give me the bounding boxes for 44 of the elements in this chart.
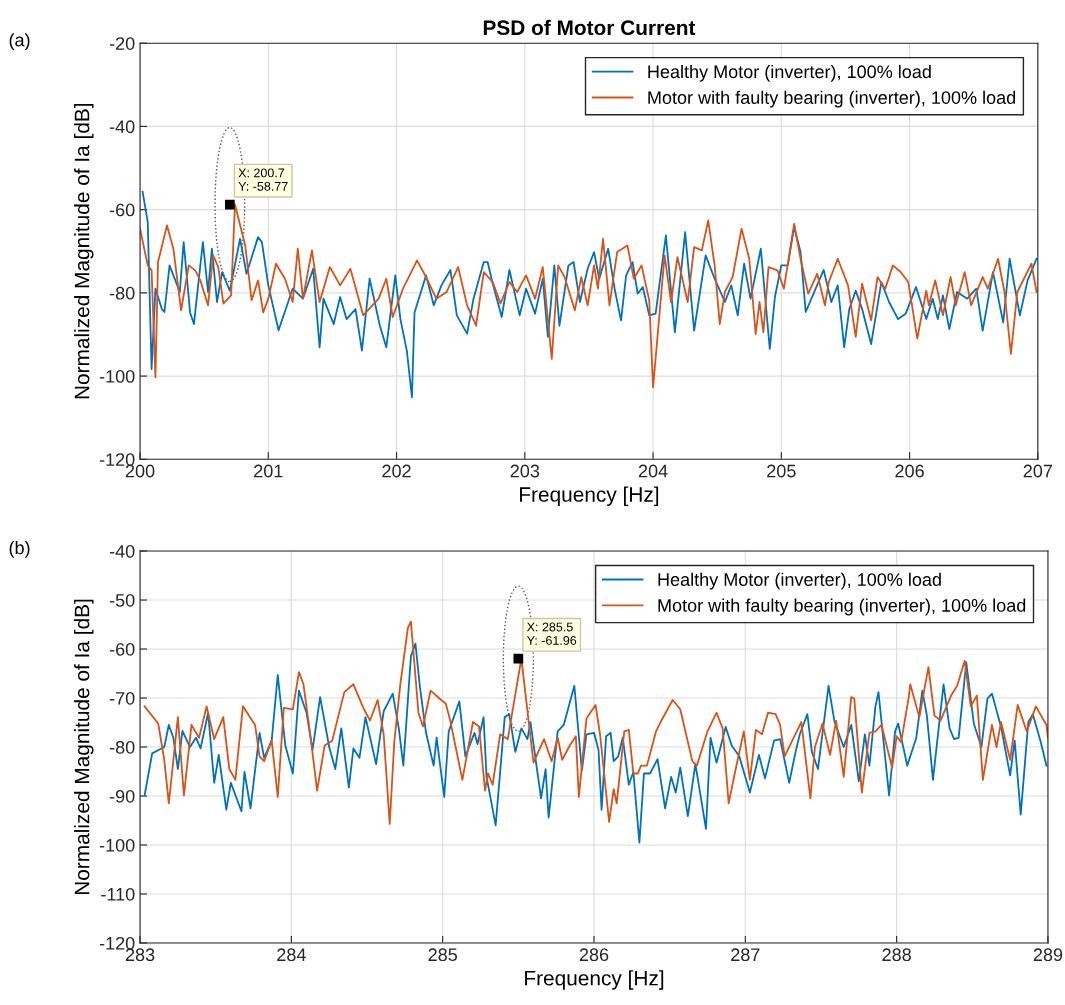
legend-label: Motor with faulty bearing (inverter), 100% load xyxy=(648,90,1016,108)
y-tick-label: -80 xyxy=(109,740,135,754)
x-tick-label: 284 xyxy=(277,948,306,962)
y-axis-title: Normalized Magnitude of Ia [dB] xyxy=(74,599,94,895)
y-tick-label: -100 xyxy=(99,370,135,383)
x-tick-label: 206 xyxy=(895,464,924,478)
y-tick-label: -60 xyxy=(109,642,135,656)
line-series xyxy=(143,620,1048,825)
annotation: X: 200.7 Y: -58.77 xyxy=(238,168,288,191)
y-axis-title: Normalized Magnitude of Ia [dB] xyxy=(74,103,94,399)
y-tick-label: -100 xyxy=(99,838,135,852)
y-tick-label: -120 xyxy=(99,453,135,467)
y-tick-label: -50 xyxy=(109,593,135,607)
x-axis-title: Frequency [Hz] xyxy=(520,486,659,506)
x-tick-label: 289 xyxy=(1033,948,1063,962)
x-tick-label: 207 xyxy=(1023,464,1052,478)
x-tick-label: 205 xyxy=(767,464,796,478)
y-tick-label: -40 xyxy=(109,120,135,134)
chart-title: PSD of Motor Current xyxy=(483,19,696,36)
legend-label: Healthy Motor (inverter), 100% load xyxy=(658,572,941,590)
y-tick-label: -120 xyxy=(99,936,135,950)
y-tick-label: -60 xyxy=(109,203,135,217)
x-tick-label: 203 xyxy=(510,464,540,478)
x-axis-title: Frequency [Hz] xyxy=(525,970,664,990)
x-tick-label: 287 xyxy=(731,948,760,962)
x-tick-label: 283 xyxy=(125,948,155,962)
legend-label: Motor with faulty bearing (inverter), 100% load xyxy=(658,598,1026,616)
x-tick-label: 288 xyxy=(882,948,911,962)
x-tick-label: 285 xyxy=(428,948,457,962)
y-tick-label: -90 xyxy=(109,789,135,803)
x-tick-label: 200 xyxy=(125,464,155,478)
text: (a) xyxy=(9,33,30,50)
x-tick-label: 286 xyxy=(579,948,609,962)
y-tick-label: -80 xyxy=(109,286,135,300)
legend-label: Healthy Motor (inverter), 100% load xyxy=(648,64,931,82)
x-tick-label: 201 xyxy=(254,464,283,478)
y-tick-label: -20 xyxy=(109,37,135,50)
y-tick-label: -70 xyxy=(109,691,135,705)
x-tick-label: 202 xyxy=(382,464,411,478)
y-tick-label: -110 xyxy=(101,887,135,901)
y-tick-label: -40 xyxy=(109,544,135,558)
x-tick-label: 204 xyxy=(638,464,668,478)
text: (b) xyxy=(9,540,30,558)
annotation: X: 285.5 Y: -61.96 xyxy=(526,622,577,645)
